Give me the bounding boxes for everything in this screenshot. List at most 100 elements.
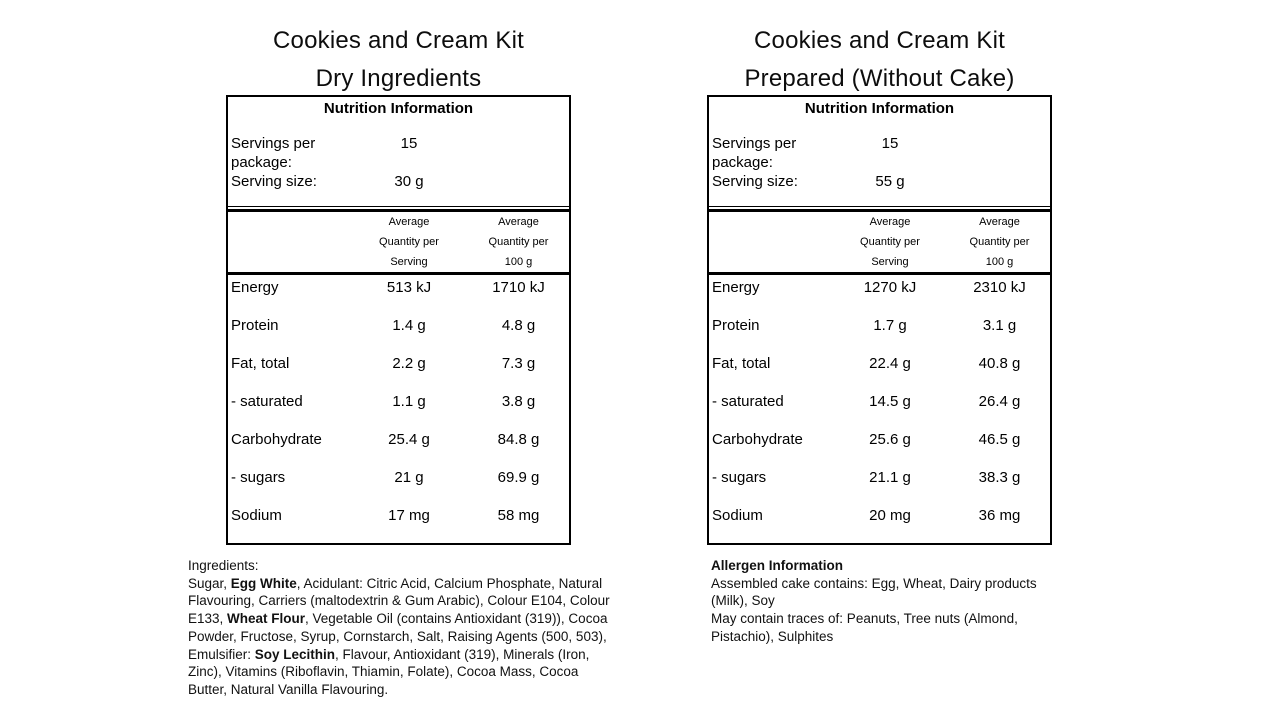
- nutrient-row: - sugars 21 g 69.9 g: [228, 465, 569, 503]
- value-per-100g: 46.5 g: [978, 431, 1021, 448]
- value-per-100g: 69.9 g: [497, 469, 540, 486]
- text-line: May contain traces of: Peanuts, Tree nut…: [711, 611, 1018, 627]
- text-line: Cookies and Cream Kit: [754, 27, 1005, 54]
- serving-size-value: 30 g: [394, 173, 424, 190]
- nutrient-label: Carbohydrate: [712, 431, 803, 448]
- nutrient-label: - saturated: [712, 393, 784, 410]
- value-per-serving: 21 g: [394, 469, 424, 486]
- value-per-100g: 1710 kJ: [492, 279, 545, 296]
- value-per-serving: 21.1 g: [869, 469, 911, 486]
- column-header-per-serving: Average Quantity per Serving: [831, 212, 949, 272]
- value-per-serving: 14.5 g: [869, 393, 911, 410]
- nutrient-label: Fat, total: [231, 355, 290, 372]
- text-line: Flavouring, Carriers (maltodextrin & Gum…: [188, 593, 610, 609]
- nutrient-label: Sodium: [231, 507, 282, 524]
- text-line: Zinc), Vitamins (Riboflavin, Thiamin, Fo…: [188, 664, 579, 680]
- nutrition-information-heading: Nutrition Information: [323, 100, 474, 117]
- value-per-serving: 25.4 g: [388, 431, 430, 448]
- text-line: Average: [979, 216, 1020, 228]
- text-line: Quantity per: [860, 236, 920, 248]
- nutrient-rows: Energy 1270 kJ 2310 kJ Protein 1.7 g 3.1 g Fat…: [709, 275, 1050, 541]
- value-per-serving: 1.7 g: [873, 317, 907, 334]
- nutrition-table-dry-ingredients: Nutrition Information Servings per packa…: [226, 95, 571, 545]
- nutrient-label: Protein: [712, 317, 760, 334]
- nutrient-row: Fat, total 22.4 g 40.8 g: [709, 351, 1050, 389]
- nutrition-information-heading: Nutrition Information: [804, 100, 955, 117]
- serving-info-section: Nutrition Information Servings per packa…: [228, 97, 569, 207]
- nutrient-label: Protein: [231, 317, 279, 334]
- text-line: Average: [498, 216, 539, 228]
- serving-info-grid: Servings per package: 15 Serving size: 3…: [228, 134, 569, 191]
- nutrient-row: Sodium 17 mg 58 mg: [228, 503, 569, 541]
- value-per-100g: 58 mg: [497, 507, 540, 524]
- value-per-serving: 25.6 g: [869, 431, 911, 448]
- value-per-100g: 7.3 g: [501, 355, 536, 372]
- value-per-100g: 4.8 g: [501, 317, 536, 334]
- text-line: Allergen Information: [711, 558, 844, 573]
- serving-info-section: Nutrition Information Servings per packa…: [709, 97, 1050, 207]
- value-per-100g: 3.8 g: [501, 393, 536, 410]
- column-headers: Average Quantity per Serving Average Quanti…: [228, 209, 569, 275]
- serving-size-label: Serving size:: [231, 173, 317, 190]
- nutrient-row: - saturated 14.5 g 26.4 g: [709, 389, 1050, 427]
- nutrient-label: Fat, total: [712, 355, 771, 372]
- servings-per-package-value: 15: [400, 135, 418, 152]
- value-per-100g: 40.8 g: [978, 355, 1021, 372]
- panel-title-prepared: Cookies and Cream Kit Prepared (Without C…: [707, 22, 1052, 98]
- value-per-serving: 513 kJ: [386, 279, 432, 296]
- nutrition-table-prepared: Nutrition Information Servings per packa…: [707, 95, 1052, 545]
- serving-size-label: Serving size:: [712, 173, 798, 190]
- serving-size-value: 55 g: [875, 173, 905, 190]
- value-per-100g: 2310 kJ: [973, 279, 1026, 296]
- nutrient-label: Energy: [712, 279, 760, 296]
- text-line: Powder, Fructose, Syrup, Cornstarch, Sal…: [188, 628, 607, 644]
- value-per-serving: 1.4 g: [392, 317, 426, 334]
- text-line: Dry Ingredients: [315, 65, 482, 92]
- nutrient-label: - saturated: [231, 393, 303, 410]
- text-line: Emulsifier: Soy Lecithin, Flavour, Antio…: [188, 646, 590, 662]
- value-per-100g: 38.3 g: [978, 469, 1021, 486]
- nutrient-row: Carbohydrate 25.4 g 84.8 g: [228, 427, 569, 465]
- column-headers: Average Quantity per Serving Average Quanti…: [709, 209, 1050, 275]
- text-line: Ingredients:: [188, 558, 259, 573]
- value-per-serving: 20 mg: [869, 507, 911, 524]
- servings-per-package-label: Servings per package:: [712, 135, 797, 171]
- ingredients-text: Ingredients: Sugar, Egg White, Acidulant:…: [188, 557, 658, 699]
- value-per-100g: 3.1 g: [982, 317, 1017, 334]
- nutrient-label: - sugars: [231, 469, 286, 486]
- value-per-100g: 84.8 g: [497, 431, 540, 448]
- panel-title-dry-ingredients: Cookies and Cream Kit Dry Ingredients: [226, 22, 571, 98]
- value-per-serving: 2.2 g: [392, 355, 426, 372]
- text-line: Serving: [390, 256, 428, 268]
- text-line: Assembled cake contains: Egg, Wheat, Dai…: [711, 575, 1037, 591]
- text-line: Sugar, Egg White, Acidulant: Citric Acid…: [188, 575, 603, 591]
- servings-per-package-label: Servings per package:: [231, 135, 316, 171]
- text-line: Cookies and Cream Kit: [273, 27, 524, 54]
- text-line: Pistachio), Sulphites: [711, 628, 834, 644]
- value-per-100g: 36 mg: [978, 507, 1021, 524]
- value-per-100g: 26.4 g: [978, 393, 1021, 410]
- text-line: Butter, Natural Vanilla Flavouring.: [188, 681, 389, 697]
- nutrient-row: Fat, total 2.2 g 7.3 g: [228, 351, 569, 389]
- text-line: Quantity per: [488, 236, 549, 248]
- text-line: (Milk), Soy: [711, 593, 775, 609]
- nutrient-label: Energy: [231, 279, 279, 296]
- value-per-serving: 17 mg: [388, 507, 430, 524]
- column-header-per-100g: Average Quantity per 100 g: [949, 212, 1050, 272]
- nutrient-row: Protein 1.7 g 3.1 g: [709, 313, 1050, 351]
- text-line: 100 g: [504, 256, 533, 268]
- value-per-serving: 22.4 g: [869, 355, 911, 372]
- nutrient-row: Sodium 20 mg 36 mg: [709, 503, 1050, 541]
- nutrient-row: - sugars 21.1 g 38.3 g: [709, 465, 1050, 503]
- column-header-per-100g: Average Quantity per 100 g: [468, 212, 569, 272]
- text-line: 100 g: [985, 256, 1014, 268]
- text-line: Quantity per: [379, 236, 439, 248]
- text-line: Average: [869, 216, 911, 228]
- text-line: Serving: [871, 256, 909, 268]
- nutrient-label: Sodium: [712, 507, 763, 524]
- nutrient-rows: Energy 513 kJ 1710 kJ Protein 1.4 g 4.8 g Fat,…: [228, 275, 569, 541]
- text-line: Prepared (Without Cake): [744, 65, 1015, 92]
- servings-per-package-value: 15: [881, 135, 899, 152]
- serving-info-grid: Servings per package: 15 Serving size: 5…: [709, 134, 1050, 191]
